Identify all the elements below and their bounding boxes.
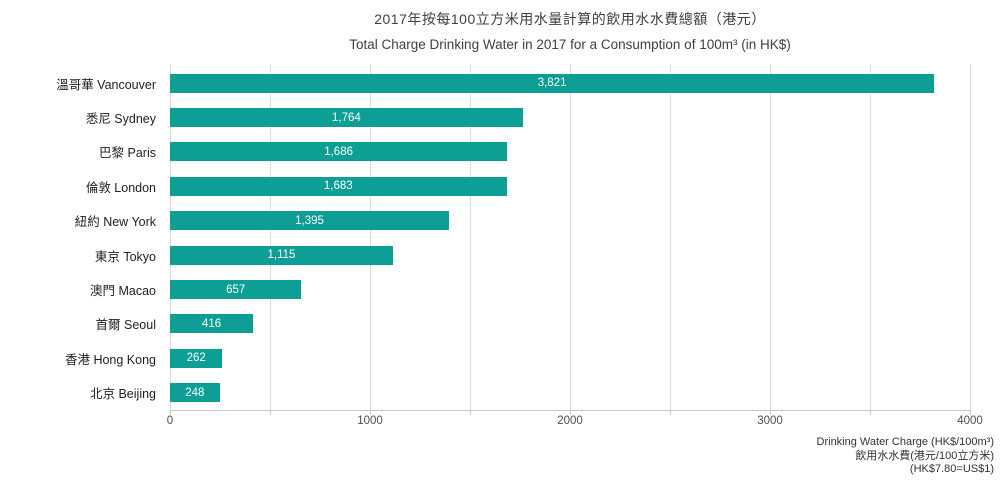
- x-axis-line: [170, 410, 971, 411]
- gridline: [270, 64, 271, 410]
- gridline: [170, 64, 171, 410]
- axis-footnote: Drinking Water Charge (HK$/100m³) 飲用水水費(…: [817, 436, 994, 477]
- chart-row: 香港 Hong Kong 262: [0, 341, 1000, 375]
- bar-track: 262: [170, 348, 970, 368]
- bar-new-york[interactable]: 1,395: [170, 211, 449, 231]
- bar-beijing[interactable]: 248: [170, 383, 220, 403]
- bar-value-label: 657: [226, 283, 246, 296]
- x-tick-label: 0: [166, 415, 174, 427]
- x-tick-label: 4000: [957, 415, 983, 427]
- bar-value-label: 248: [185, 386, 205, 399]
- axis-tick: [470, 411, 471, 415]
- footnote-line-en: Drinking Water Charge (HK$/100m³): [816, 436, 994, 448]
- gridline: [370, 64, 371, 410]
- axis-tick: [770, 411, 771, 415]
- gridline: [670, 64, 671, 410]
- bar-value-label: 1,395: [295, 214, 324, 227]
- axis-tick: [270, 411, 271, 415]
- chart-row: 悉尼 Sydney 1,764: [0, 100, 1000, 134]
- bar-hong-kong[interactable]: 262: [170, 348, 223, 368]
- category-label: 紐約 New York: [74, 215, 156, 230]
- chart-title: 2017年按每100立方米用水量計算的飲用水水費總額（港元） Total Cha…: [170, 9, 970, 52]
- axis-tick: [370, 411, 371, 415]
- bar-value-label: 416: [202, 317, 222, 330]
- chart-row: 澳門 Macao 657: [0, 272, 1000, 306]
- bar-paris[interactable]: 1,686: [170, 142, 508, 162]
- chart-row: 溫哥華 Vancouver 3,821: [0, 66, 1000, 100]
- axis-tick: [670, 411, 671, 415]
- bar-tokyo[interactable]: 1,115: [170, 245, 393, 265]
- bar-seoul[interactable]: 416: [170, 314, 254, 334]
- gridline: [970, 64, 971, 410]
- bar-track: 3,821: [170, 73, 970, 93]
- axis-tick: [970, 411, 971, 415]
- category-label: 東京 Tokyo: [94, 249, 156, 264]
- bar-track: 248: [170, 383, 970, 403]
- bar-value-label: 1,683: [323, 180, 353, 193]
- gridline: [470, 64, 471, 410]
- footnote-line-rate: (HK$7.80=US$1): [909, 463, 994, 475]
- chart-title-english: Total Charge Drinking Water in 2017 for …: [349, 37, 791, 52]
- chart-row: 首爾 Seoul 416: [0, 307, 1000, 341]
- chart-row: 北京 Beijing 248: [0, 376, 1000, 410]
- bar-track: 416: [170, 314, 970, 334]
- gridline: [870, 64, 871, 410]
- chart-row: 倫敦 London 1,683: [0, 169, 1000, 203]
- x-axis-tick-labels: 0 1000 2000 3000 4000: [166, 415, 983, 429]
- category-label: 悉尼 Sydney: [85, 112, 156, 127]
- bar-macao[interactable]: 657: [170, 280, 302, 300]
- chart-row: 東京 Tokyo 1,115: [0, 238, 1000, 272]
- x-tick-label: 2000: [557, 415, 583, 427]
- category-label: 香港 Hong Kong: [64, 352, 156, 367]
- bar-value-label: 262: [186, 352, 206, 365]
- x-tick-label: 1000: [357, 415, 383, 427]
- bar-value-label: 1,115: [267, 249, 296, 262]
- bar-track: 1,395: [170, 211, 970, 231]
- axis-tick: [870, 411, 871, 415]
- bar-london[interactable]: 1,683: [170, 176, 507, 196]
- bar-rows: 溫哥華 Vancouver 3,821 悉尼 Sydney 1,764 巴黎 Paris…: [0, 66, 1000, 410]
- gridline: [770, 64, 771, 410]
- category-label: 北京 Beijing: [90, 387, 156, 402]
- bar-track: 1,683: [170, 176, 970, 196]
- bar-value-label: 1,764: [332, 111, 361, 124]
- category-label: 首爾 Seoul: [95, 318, 156, 333]
- footnote-line-zh: 飲用水水費(港元/100立方米): [855, 449, 994, 462]
- category-label: 澳門 Macao: [90, 284, 156, 299]
- category-label: 巴黎 Paris: [99, 146, 156, 161]
- axis-tick: [170, 411, 171, 415]
- bar-track: 1,115: [170, 245, 970, 265]
- bar-sydney[interactable]: 1,764: [170, 108, 523, 128]
- bar-track: 1,764: [170, 108, 970, 128]
- bar-track: 1,686: [170, 142, 970, 162]
- bar-value-label: 1,686: [324, 145, 353, 158]
- gridline: [570, 64, 571, 410]
- chart-title-chinese: 2017年按每100立方米用水量計算的飲用水水費總額（港元）: [374, 11, 766, 27]
- bar-vancouver[interactable]: 3,821: [170, 73, 935, 93]
- category-label: 溫哥華 Vancouver: [56, 77, 156, 92]
- chart-row: 巴黎 Paris 1,686: [0, 135, 1000, 169]
- x-tick-label: 3000: [757, 415, 783, 427]
- axis-tick: [570, 411, 571, 415]
- plot-gridlines: [170, 64, 971, 410]
- category-label: 倫敦 London: [85, 180, 156, 195]
- bar-track: 657: [170, 280, 970, 300]
- chart-row: 紐約 New York 1,395: [0, 204, 1000, 238]
- bar-value-label: 3,821: [537, 77, 567, 90]
